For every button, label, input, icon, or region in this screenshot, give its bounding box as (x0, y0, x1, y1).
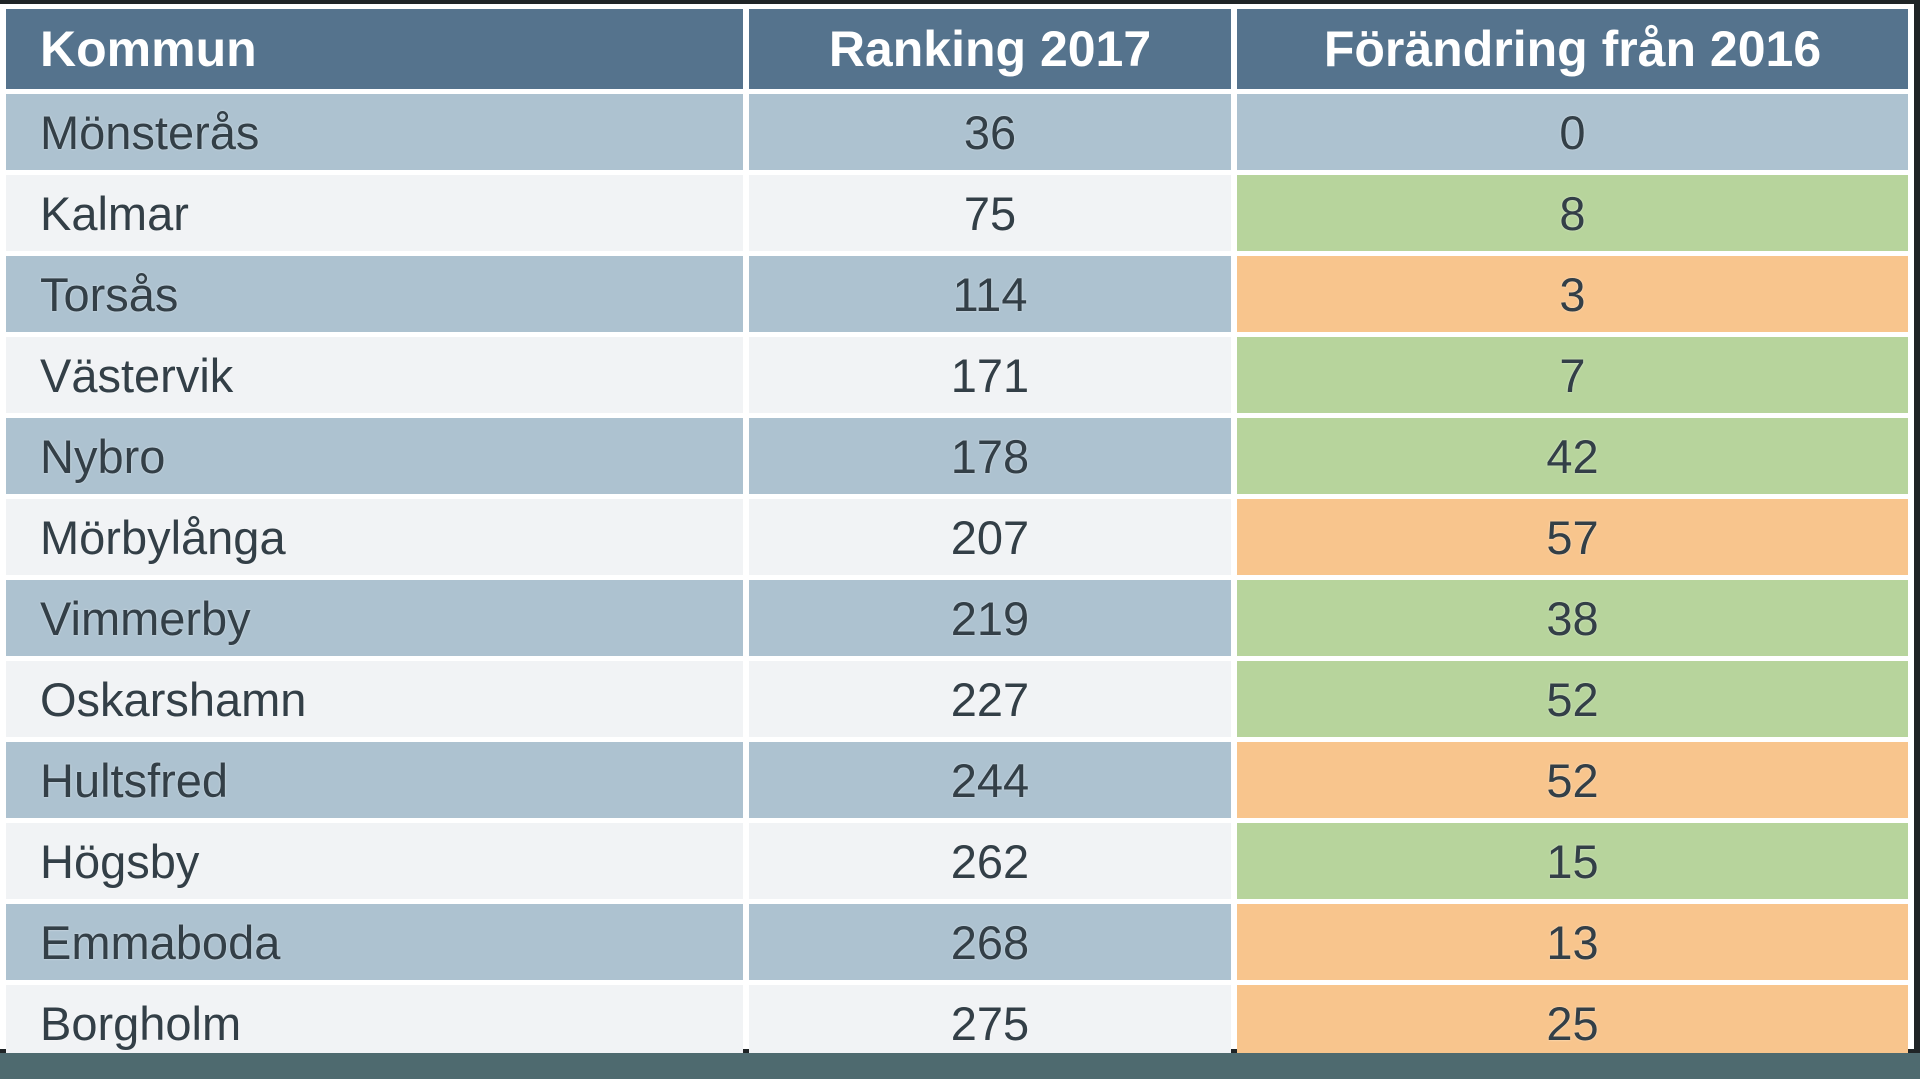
ranking-2017-cell: 219 (749, 580, 1231, 656)
ranking-2017-cell: 36 (749, 94, 1231, 170)
change-from-2016-cell: 13 (1237, 904, 1908, 980)
ranking-table-header: Kommun Ranking 2017 Förändring från 2016 (6, 9, 1908, 89)
change-from-2016-cell: 52 (1237, 661, 1908, 737)
ranking-2017-cell: 178 (749, 418, 1231, 494)
kommun-cell: Kalmar (6, 175, 743, 251)
kommun-cell: Högsby (6, 823, 743, 899)
kommun-cell: Borgholm (6, 985, 743, 1061)
kommun-cell: Torsås (6, 256, 743, 332)
table-row: Hultsfred 244 52 (6, 742, 1908, 818)
ranking-table-body: Mönsterås 36 0 Kalmar 75 8 Torsås 114 3 Västervik… (6, 94, 1908, 1061)
ranking-2017-cell: 268 (749, 904, 1231, 980)
kommun-cell: Nybro (6, 418, 743, 494)
table-row: Borgholm 275 25 (6, 985, 1908, 1061)
ranking-2017-cell: 171 (749, 337, 1231, 413)
table-row: Högsby 262 15 (6, 823, 1908, 899)
ranking-2017-cell: 244 (749, 742, 1231, 818)
header-row: Kommun Ranking 2017 Förändring från 2016 (6, 9, 1908, 89)
table-row: Kalmar 75 8 (6, 175, 1908, 251)
change-from-2016-cell: 8 (1237, 175, 1908, 251)
kommun-cell: Vimmerby (6, 580, 743, 656)
change-from-2016-cell: 3 (1237, 256, 1908, 332)
table-row: Västervik 171 7 (6, 337, 1908, 413)
kommun-cell: Oskarshamn (6, 661, 743, 737)
ranking-2017-cell: 75 (749, 175, 1231, 251)
ranking-2017-cell: 227 (749, 661, 1231, 737)
ranking-2017-cell: 275 (749, 985, 1231, 1061)
change-from-2016-cell: 25 (1237, 985, 1908, 1061)
bottom-accent-bar (0, 1053, 1920, 1079)
table-row: Mörbylånga 207 57 (6, 499, 1908, 575)
ranking-table: Kommun Ranking 2017 Förändring från 2016… (0, 4, 1914, 1066)
table-row: Emmaboda 268 13 (6, 904, 1908, 980)
change-from-2016-cell: 57 (1237, 499, 1908, 575)
change-from-2016-cell: 7 (1237, 337, 1908, 413)
change-from-2016-cell: 38 (1237, 580, 1908, 656)
kommun-cell: Emmaboda (6, 904, 743, 980)
ranking-2017-cell: 114 (749, 256, 1231, 332)
column-header-ranking-2017: Ranking 2017 (749, 9, 1231, 89)
column-header-kommun: Kommun (6, 9, 743, 89)
change-from-2016-cell: 52 (1237, 742, 1908, 818)
change-from-2016-cell: 42 (1237, 418, 1908, 494)
ranking-2017-cell: 262 (749, 823, 1231, 899)
table-row: Torsås 114 3 (6, 256, 1908, 332)
table-row: Oskarshamn 227 52 (6, 661, 1908, 737)
change-from-2016-cell: 15 (1237, 823, 1908, 899)
table-row: Mönsterås 36 0 (6, 94, 1908, 170)
kommun-cell: Mörbylånga (6, 499, 743, 575)
kommun-cell: Hultsfred (6, 742, 743, 818)
table-row: Vimmerby 219 38 (6, 580, 1908, 656)
kommun-cell: Mönsterås (6, 94, 743, 170)
column-header-forandring-fran-2016: Förändring från 2016 (1237, 9, 1908, 89)
ranking-2017-cell: 207 (749, 499, 1231, 575)
table-row: Nybro 178 42 (6, 418, 1908, 494)
change-from-2016-cell: 0 (1237, 94, 1908, 170)
kommun-cell: Västervik (6, 337, 743, 413)
